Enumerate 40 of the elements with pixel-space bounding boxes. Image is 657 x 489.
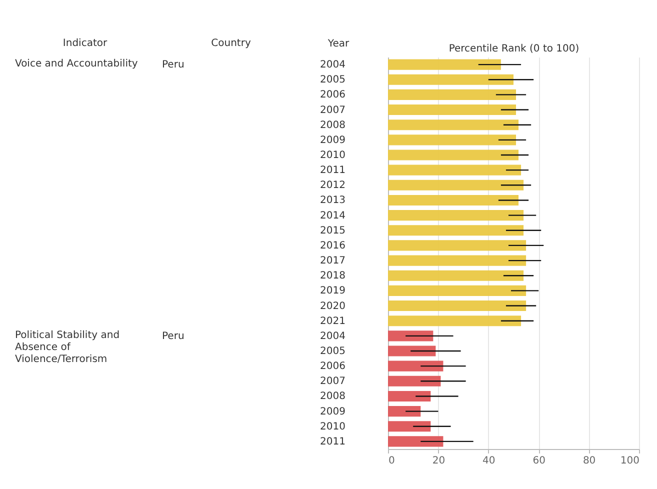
y-tick-label: 2013 [320, 195, 346, 206]
y-tick-label: 2008 [320, 391, 346, 402]
y-tick-label: 2016 [320, 240, 346, 252]
y-tick-label: 2015 [320, 225, 346, 236]
x-tick-label: 0 [388, 456, 395, 466]
text: Peru [162, 330, 184, 342]
y-tick-label: 2007 [320, 376, 346, 388]
y-tick-label: 2011 [320, 165, 346, 176]
y-tick-label: 2012 [320, 180, 346, 192]
x-tick-label: 40 [482, 456, 496, 466]
x-tick-label: 20 [432, 456, 446, 466]
y-tick-label: 2008 [320, 120, 346, 131]
text: Political Stability and Absence of Violence/Terrorism [15, 330, 120, 365]
text: Peru [162, 60, 184, 71]
y-tick-label: 2009 [320, 134, 346, 146]
x-tick-label: 60 [532, 456, 546, 466]
y-tick-label: 2021 [320, 316, 346, 327]
y-tick-label: 2006 [320, 90, 346, 101]
y-tick-label: 2004 [320, 60, 346, 71]
text: Country [211, 38, 251, 49]
y-tick-label: 2004 [320, 330, 346, 342]
y-tick-label: 2005 [320, 346, 346, 357]
text: Voice and Accountability [15, 58, 138, 70]
y-tick-label: 2009 [320, 406, 346, 418]
x-tick-label: 100 [620, 456, 640, 466]
y-tick-label: 2005 [320, 74, 346, 86]
y-tick-label: 2018 [320, 270, 346, 282]
y-tick-label: 2006 [320, 361, 346, 372]
y-tick-label: 2014 [320, 210, 346, 222]
x-tick-label: 80 [582, 456, 596, 466]
y-tick-label: 2010 [320, 421, 346, 432]
y-tick-label: 2019 [320, 286, 346, 297]
text: Indicator [62, 38, 108, 49]
y-tick-label: 2010 [320, 150, 346, 161]
y-tick-label: 2007 [320, 104, 346, 116]
y-tick-label: 2017 [320, 256, 346, 267]
y-tick-label: 2020 [320, 300, 346, 312]
y-tick-label: 2011 [320, 436, 346, 448]
x-axis-title: Percentile Rank (0 to 100) [448, 44, 580, 54]
y-axis-title: Year [326, 38, 350, 50]
